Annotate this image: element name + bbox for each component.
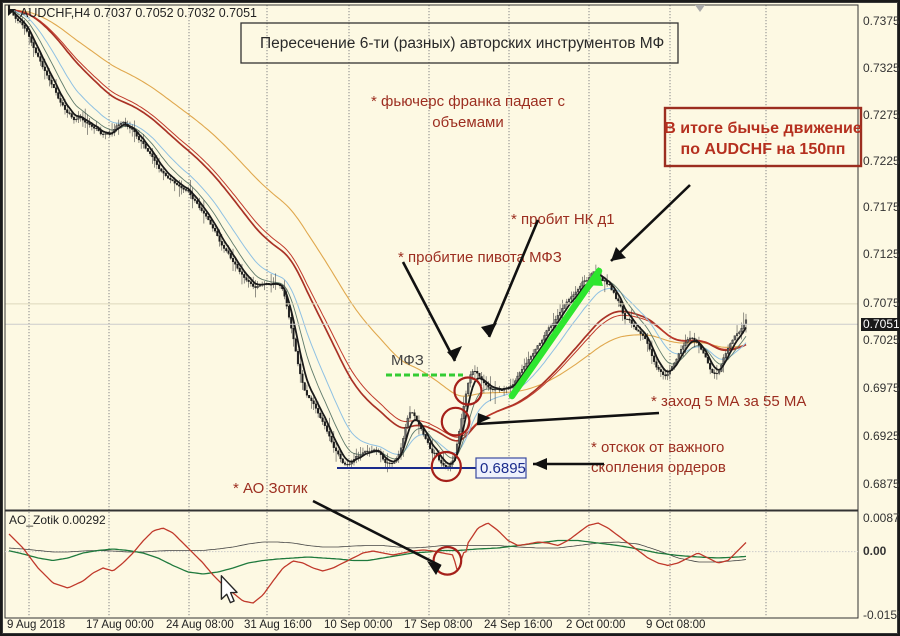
svg-text:0.00878: 0.00878 (863, 511, 899, 525)
svg-text:скопления ордеров: скопления ордеров (591, 459, 726, 476)
svg-text:* фьючерс франка падает с: * фьючерс франка падает с (371, 93, 565, 110)
svg-text:* пробитие пивота МФЗ: * пробитие пивота МФЗ (398, 249, 562, 266)
svg-text:0.7051: 0.7051 (863, 317, 899, 331)
svg-text:по AUDCHF на 150пп: по AUDCHF на 150пп (681, 141, 846, 158)
svg-text:9 Oct 08:00: 9 Oct 08:00 (646, 619, 705, 631)
svg-text:0.6975: 0.6975 (863, 381, 899, 395)
svg-text:Пересечение 6-ти (разных) авто: Пересечение 6-ти (разных) авторских инст… (260, 35, 664, 52)
svg-text:0.7375: 0.7375 (863, 14, 899, 28)
svg-text:0.7075: 0.7075 (863, 296, 899, 310)
svg-text:24 Sep 16:00: 24 Sep 16:00 (484, 619, 552, 631)
svg-text:* отскок от важного: * отскок от важного (591, 439, 724, 456)
svg-text:0.7025: 0.7025 (863, 333, 899, 347)
svg-text:0.00: 0.00 (863, 544, 887, 558)
svg-text:2 Oct 00:00: 2 Oct 00:00 (566, 619, 625, 631)
svg-text:24 Aug 08:00: 24 Aug 08:00 (166, 619, 234, 631)
svg-text:-0.01586: -0.01586 (863, 608, 899, 622)
svg-text:0.6875: 0.6875 (863, 477, 899, 491)
svg-text:17 Aug 00:00: 17 Aug 00:00 (86, 619, 154, 631)
svg-text:0.7175: 0.7175 (863, 200, 899, 214)
svg-text:0.7225: 0.7225 (863, 154, 899, 168)
svg-text:* заход 5 МА за 55 МА: * заход 5 МА за 55 МА (651, 393, 806, 410)
svg-text:17 Sep 08:00: 17 Sep 08:00 (404, 619, 472, 631)
svg-text:0.7325: 0.7325 (863, 61, 899, 75)
svg-text:31 Aug 16:00: 31 Aug 16:00 (244, 619, 312, 631)
svg-text:В итоге бычье движение: В итоге бычье движение (664, 120, 862, 137)
svg-text:0.7275: 0.7275 (863, 108, 899, 122)
svg-text:9 Aug 2018: 9 Aug 2018 (7, 619, 65, 631)
svg-text:AO_Zotik 0.00292: AO_Zotik 0.00292 (9, 513, 106, 527)
svg-text:объемами: объемами (432, 114, 504, 131)
svg-text:0.6895: 0.6895 (480, 460, 526, 477)
svg-text:* пробит НК д1: * пробит НК д1 (511, 211, 615, 228)
svg-text:10 Sep 00:00: 10 Sep 00:00 (324, 619, 392, 631)
svg-text:МФЗ: МФЗ (391, 352, 424, 369)
svg-text:0.7125: 0.7125 (863, 247, 899, 261)
svg-text:0.6925: 0.6925 (863, 429, 899, 443)
svg-text:* АО Зотик: * АО Зотик (233, 480, 308, 497)
svg-text:AUDCHF,H4 0.7037 0.7052 0.70: AUDCHF,H4 0.7037 0.7052 0.7032 0.7051 (20, 6, 257, 20)
